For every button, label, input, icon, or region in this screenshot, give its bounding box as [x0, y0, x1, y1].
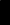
Text: B: B [2, 10, 10, 25]
Text: C: C [2, 17, 10, 25]
Text: A: A [2, 3, 10, 25]
